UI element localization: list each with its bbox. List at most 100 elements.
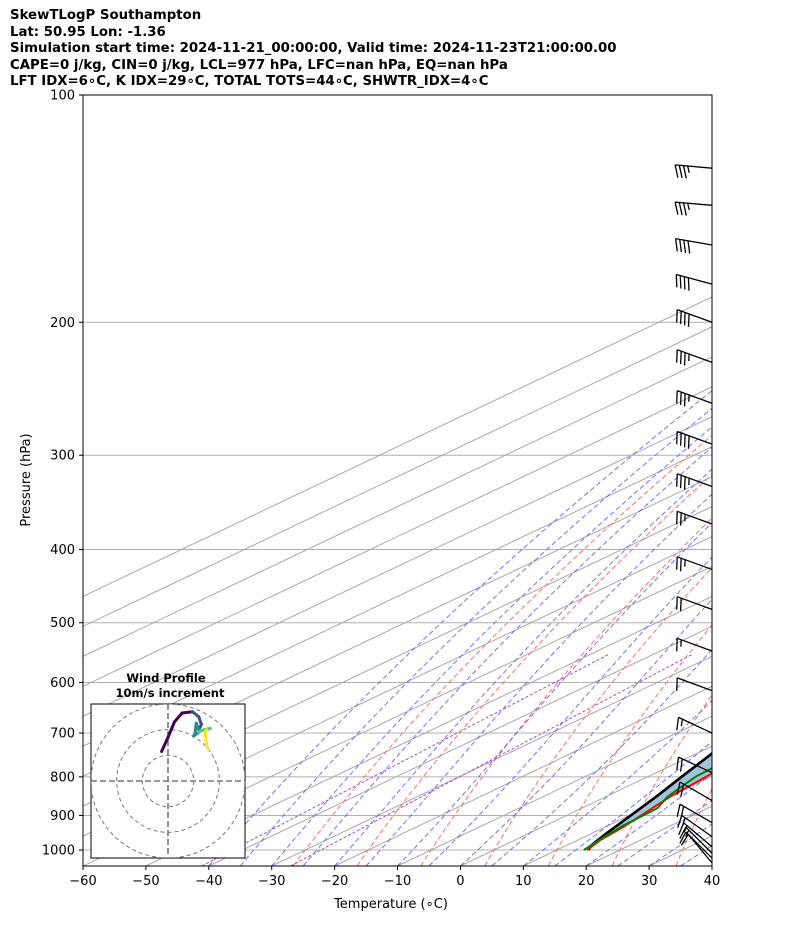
moist-adiabat [491,648,712,866]
hodograph-ring [141,754,195,808]
dry-adiabat [547,624,712,866]
mixing-ratio-line [290,653,694,866]
wind-barb [676,349,713,366]
wind-barbs [674,164,713,864]
parcel-area-fill [587,753,712,850]
isotherm [83,386,712,687]
moist-adiabat [239,407,712,866]
hodograph-segment [172,711,184,724]
x-tick-label: −30 [258,874,285,889]
y-tick-label: 700 [50,727,75,742]
sounding-series [583,751,712,851]
wind-barb [676,596,713,612]
isotherm [83,296,712,597]
x-tick-label: 0 [456,874,464,889]
y-tick-label: 300 [50,449,75,464]
moist-adiabat [648,823,712,866]
y-tick-label: 600 [50,676,75,691]
wind-barb [676,677,713,692]
hodograph-title: Wind Profile [126,671,206,685]
y-axis-label: Pressure (hPa) [19,433,34,526]
hodograph-segment [180,710,194,715]
temperature-line [586,772,712,851]
wind-barb [676,430,713,449]
wind-barb [676,716,713,734]
mixing-ratio-lines [201,653,694,866]
moist-adiabat [585,773,712,866]
x-tick-label: −50 [132,874,159,889]
y-tick-label: 900 [50,809,75,824]
moist-adiabat [428,556,712,866]
wind-barb [674,201,713,216]
wind-barb [676,308,713,327]
dewpoint-line [583,767,712,851]
hodograph-segment [160,735,170,753]
isotherm [83,416,712,717]
moist-adiabat [522,699,712,866]
x-tick-label: 20 [578,874,595,889]
indices-line-1: CAPE=0 j/kg, CIN=0 j/kg, LCL=977 hPa, LF… [10,57,508,73]
x-axis-label: Temperature (∘C) [333,897,448,912]
isotherm [648,835,712,866]
wind-barb [676,637,713,652]
x-tick-label: −40 [195,874,222,889]
wind-barb [674,237,713,254]
location-line: Lat: 50.95 Lon: -1.36 [10,24,166,40]
hodograph-segment [193,721,198,735]
dry-adiabat [740,95,794,866]
moist-adiabat [711,865,712,866]
indices-line-2: LFT IDX=6∘C, K IDX=29∘C, TOTAL TOTS=44∘C… [10,74,489,89]
moist-adiabat [554,740,712,866]
moist-adiabat [680,844,712,866]
wind-barb [676,556,713,572]
x-tick-label: 10 [515,874,532,889]
moist-adiabat [302,446,712,866]
dry-adiabat [675,787,712,866]
moist-adiabat [365,493,712,866]
moist-adiabat [271,426,712,866]
x-tick-label: −20 [321,874,348,889]
hodograph-segment [203,732,208,747]
wind-barb [676,756,713,774]
dry-adiabats [292,95,794,866]
plot-area [83,95,794,866]
wind-barb [674,164,713,179]
isotherm [83,356,712,657]
x-tick-label: 40 [704,874,721,889]
moist-adiabats [208,390,712,866]
y-tick-label: 100 [50,89,75,104]
hodograph-inset: Wind Profile 10m/s increment [90,671,246,859]
wind-barb [676,389,713,407]
mixing-ratio-line [201,653,610,866]
isotherm [83,535,712,837]
hodograph-trace [160,710,212,753]
moist-adiabat [208,390,712,866]
y-tick-label: 500 [50,616,75,631]
chart-header: SkewTLogP Southampton Lat: 50.95 Lon: -1… [10,8,617,91]
wind-barb [679,831,713,859]
hodograph-subtitle: 10m/s increment [116,686,225,700]
isotherm [83,565,712,866]
chart-title: SkewTLogP Southampton [10,8,202,23]
wind-barb [676,781,713,802]
parcel-profile-line [587,751,712,851]
y-tick-label: 800 [50,770,75,785]
x-tick-label: −10 [384,874,411,889]
time-line: Simulation start time: 2024-11-21_00:00:… [10,41,617,56]
x-tick-label: −60 [69,874,96,889]
moist-adiabat [397,522,712,866]
moist-adiabat [334,468,712,866]
y-tick-label: 200 [50,316,75,331]
wind-barb [675,273,713,291]
y-tick-label: 1000 [42,844,75,859]
wind-barb [676,473,713,490]
x-tick-label: 30 [641,874,658,889]
isotherm [83,326,712,627]
dry-adiabat [484,566,712,866]
wind-barb [676,510,713,526]
dry-adiabat [420,517,712,866]
isotherm [334,685,712,866]
dry-adiabat [292,434,712,866]
isotherm [711,865,712,866]
